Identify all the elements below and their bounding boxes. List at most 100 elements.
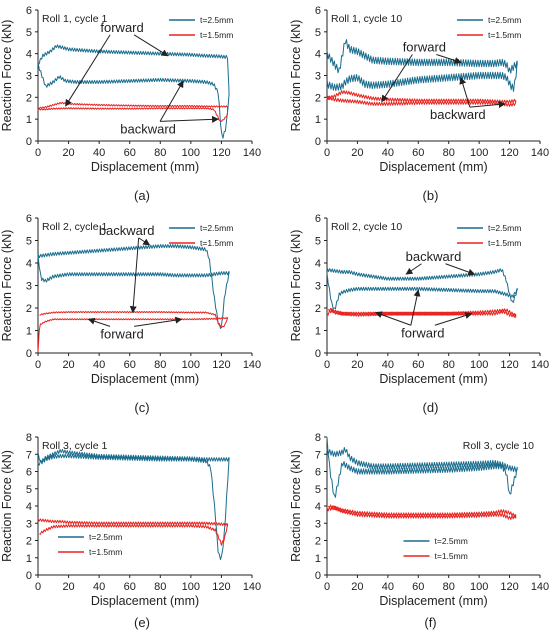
annotation-label: backward <box>120 121 176 136</box>
series-line <box>326 504 517 520</box>
x-tick-label: 40 <box>382 359 394 371</box>
annotation-arrow <box>445 263 476 276</box>
annotation-arrow <box>436 54 462 64</box>
panel-title: Roll 3, cycle 10 <box>463 440 534 452</box>
annotation-arrow <box>159 80 184 122</box>
panel-title: Roll 2, cycle 10 <box>331 221 402 233</box>
x-tick-label: 60 <box>124 359 136 371</box>
x-tick-label: 60 <box>124 581 136 593</box>
x-tick-label: 100 <box>470 581 488 593</box>
x-tick-label: 40 <box>382 147 394 159</box>
y-tick-label: 5 <box>26 236 32 248</box>
annotation-label: backward <box>430 107 486 122</box>
annotation-arrow <box>381 54 413 103</box>
x-tick-label: 100 <box>182 359 200 371</box>
panel-letter: (f) <box>424 615 436 630</box>
y-axis-label: Reaction Force (kN) <box>0 450 14 562</box>
annotation-arrow <box>65 34 111 107</box>
x-tick-label: 120 <box>500 147 518 159</box>
y-tick-label: 6 <box>26 213 32 225</box>
y-axis-label: Reaction Force (kN) <box>0 230 14 342</box>
x-tick-label: 40 <box>382 581 394 593</box>
y-tick-label: 4 <box>26 501 32 513</box>
y-tick-label: 1 <box>26 114 32 126</box>
y-tick-label: 4 <box>315 258 321 270</box>
annotation-arrow <box>375 311 412 326</box>
panel-title: Roll 1, cycle 1 <box>42 13 108 25</box>
panel-letter: (b) <box>423 188 439 203</box>
panel-letter: (c) <box>134 400 149 415</box>
y-tick-label: 2 <box>26 92 32 104</box>
y-tick-label: 5 <box>26 27 32 39</box>
panel-letter: (e) <box>134 615 150 630</box>
panel-title: Roll 1, cycle 10 <box>331 13 402 25</box>
legend-label: t=1.5mm <box>89 547 122 557</box>
x-tick-label: 100 <box>182 147 200 159</box>
y-tick-label: 3 <box>26 281 32 293</box>
chart-panel: 0 20 40 60 80 100 120 140 0 1 2 3 4 5 6 Displacement (m… <box>289 5 549 203</box>
x-tick-label: 40 <box>93 581 105 593</box>
annotation-arrow <box>459 77 471 108</box>
annotation-arrow <box>160 115 220 123</box>
y-tick-label: 0 <box>26 348 32 360</box>
y-tick-label: 6 <box>26 467 32 479</box>
x-tick-label: 60 <box>412 359 424 371</box>
x-axis-label: Displacement (mm) <box>91 160 199 174</box>
x-tick-label: 20 <box>62 359 74 371</box>
x-tick-label: 40 <box>93 147 105 159</box>
y-tick-label: 5 <box>26 484 32 496</box>
y-tick-label: 7 <box>26 449 32 461</box>
x-axis-label: Displacement (mm) <box>91 372 199 386</box>
y-tick-label: 3 <box>26 71 32 83</box>
y-tick-label: 1 <box>26 553 32 565</box>
x-tick-label: 20 <box>62 581 74 593</box>
x-tick-label: 80 <box>154 147 166 159</box>
y-tick-label: 3 <box>315 281 321 293</box>
legend-label: t=2.5mm <box>488 15 521 25</box>
y-tick-label: 6 <box>26 5 32 17</box>
y-tick-label: 2 <box>315 303 321 315</box>
y-tick-label: 0 <box>26 136 32 148</box>
legend-label: t=1.5mm <box>200 30 233 40</box>
legend-label: t=2.5mm <box>435 536 468 546</box>
x-tick-label: 0 <box>324 581 330 593</box>
y-tick-label: 3 <box>315 518 321 530</box>
legend-label: t=2.5mm <box>488 223 521 233</box>
y-tick-label: 3 <box>315 71 321 83</box>
annotation-label: backward <box>406 249 462 264</box>
annotation-arrow <box>434 312 473 326</box>
series-line <box>37 101 228 122</box>
legend-label: t=2.5mm <box>200 15 233 25</box>
y-tick-label: 7 <box>315 449 321 461</box>
series-line <box>37 518 228 546</box>
x-tick-label: 80 <box>443 359 455 371</box>
y-tick-label: 4 <box>26 258 32 270</box>
x-tick-label: 60 <box>412 147 424 159</box>
y-tick-label: 2 <box>26 536 32 548</box>
x-axis-label: Displacement (mm) <box>379 160 487 174</box>
y-axis-label: Reaction Force (kN) <box>0 20 14 132</box>
x-tick-label: 100 <box>470 147 488 159</box>
legend-label: t=1.5mm <box>435 551 468 561</box>
panel-letter: (d) <box>423 400 439 415</box>
x-tick-label: 140 <box>531 359 549 371</box>
x-axis-label: Displacement (mm) <box>379 594 487 608</box>
y-tick-label: 2 <box>26 303 32 315</box>
annotation-arrow <box>87 317 111 327</box>
y-tick-label: 0 <box>315 570 321 582</box>
x-tick-label: 140 <box>531 581 549 593</box>
panel-letter: (a) <box>134 188 150 203</box>
series-line <box>326 267 518 310</box>
x-tick-label: 20 <box>62 147 74 159</box>
y-tick-label: 2 <box>315 536 321 548</box>
y-tick-label: 5 <box>315 236 321 248</box>
x-tick-label: 60 <box>412 581 424 593</box>
x-tick-label: 80 <box>443 147 455 159</box>
y-tick-label: 1 <box>315 553 321 565</box>
x-tick-label: 0 <box>35 581 41 593</box>
x-tick-label: 120 <box>212 147 230 159</box>
chart-panel: 0 20 40 60 80 100 120 140 0 1 2 3 4 5 6 7 8 Displacement … <box>289 432 549 630</box>
x-tick-label: 20 <box>351 359 363 371</box>
y-tick-label: 2 <box>315 92 321 104</box>
